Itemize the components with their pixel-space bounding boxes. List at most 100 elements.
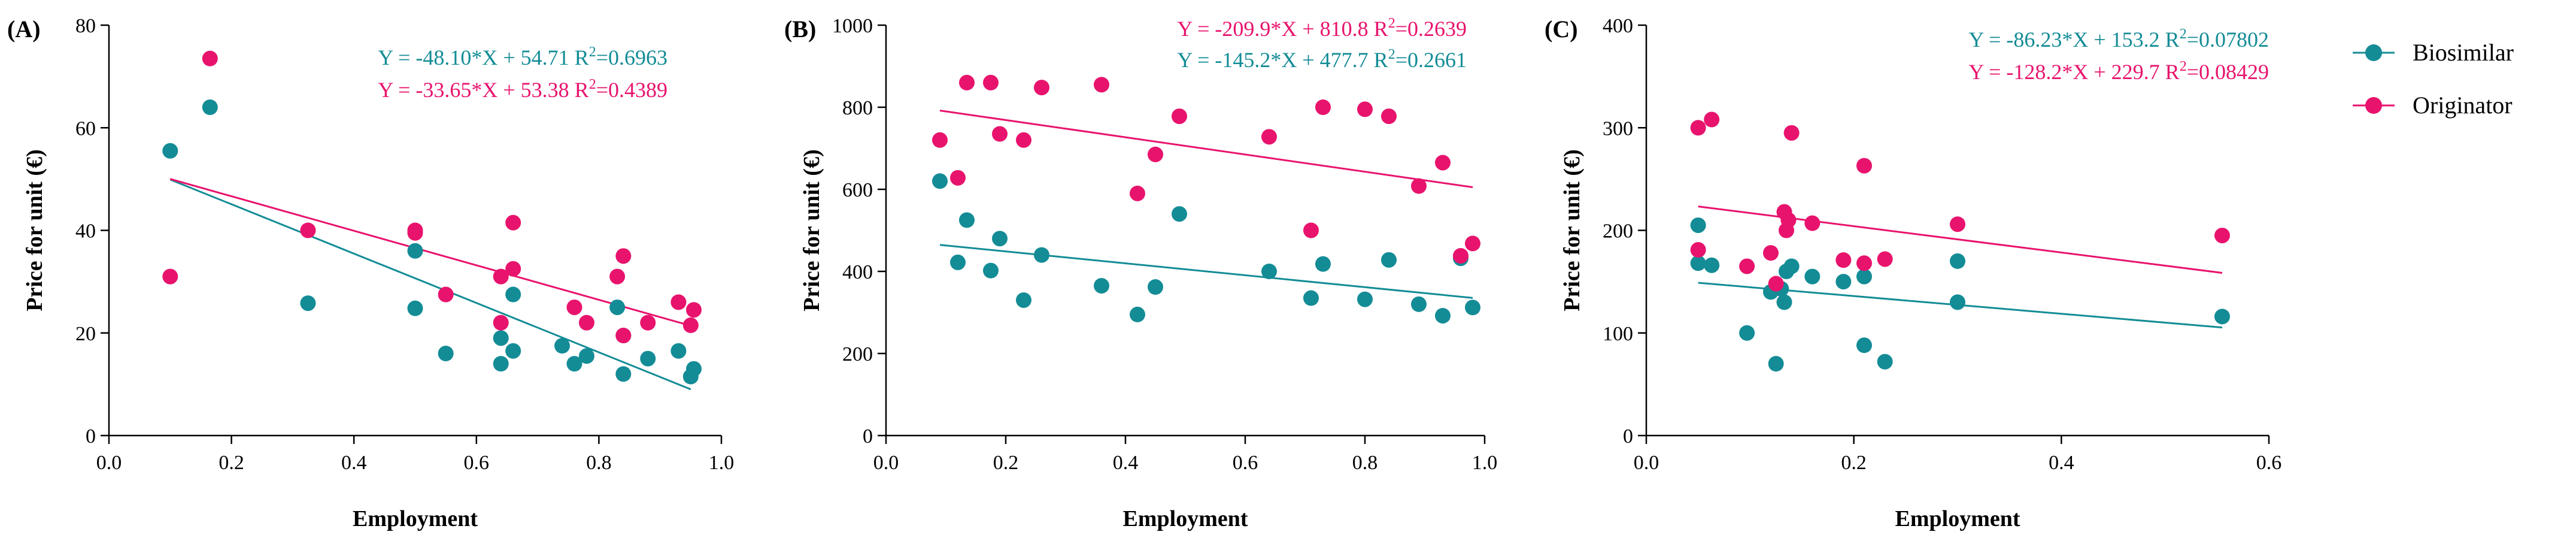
legend-label: Biosimilar [2413,39,2514,66]
data-point-originator [1856,158,1872,174]
data-point-biosimilar [685,361,702,377]
data-point-biosimilar [932,173,948,189]
equation-fit: Y = -48.10*X + 54.71 R [378,46,588,69]
data-point-originator [1453,247,1468,264]
fit-line-originator [169,178,691,327]
data-point-biosimilar [1783,258,1800,274]
data-point-biosimilar [407,300,423,316]
regression-equation: Y = -86.23*X + 153.2 R2=0.07802 [1968,26,2269,52]
x-axis-title: Employment [1123,506,1248,531]
data-point-biosimilar [1357,291,1373,307]
y-tick-label: 400 [842,261,873,283]
legend-marker [2365,97,2382,114]
y-tick-label: 100 [1603,323,1633,345]
data-point-biosimilar [1130,306,1145,322]
equation-fit: Y = -145.2*X + 477.7 R [1177,48,1388,72]
data-point-biosimilar [1704,257,1720,273]
data-point-biosimilar [670,343,687,359]
data-point-biosimilar [1465,300,1480,316]
equation-fit: Y = -209.9*X + 810.8 R [1177,17,1388,41]
data-point-originator [983,74,999,90]
x-tick-label: 1.0 [709,452,735,474]
panel-label: (C) [1545,16,1578,43]
data-point-originator [493,268,509,285]
equation-r2-value: =0.2639 [1395,17,1467,41]
y-tick-label: 200 [1603,220,1633,243]
data-point-biosimilar [1411,296,1427,312]
data-point-originator [300,222,316,238]
data-point-biosimilar [950,254,966,270]
data-point-biosimilar [438,346,454,361]
x-axis-title: Employment [353,506,478,531]
data-point-originator [505,214,521,231]
data-point-originator [1835,252,1852,268]
data-point-originator [1690,120,1706,136]
data-point-originator [1411,178,1427,194]
data-point-biosimilar [1016,292,1031,308]
data-point-biosimilar [992,231,1008,247]
equation-r2-superscript: 2 [2180,26,2187,42]
data-point-biosimilar [493,330,509,346]
x-tick-label: 0.6 [1233,452,1258,474]
data-point-originator [407,222,423,238]
equation-r2-value: =0.08429 [2187,60,2269,84]
equation-r2-superscript: 2 [589,77,596,92]
data-point-biosimilar [983,262,999,279]
data-point-biosimilar [615,366,632,382]
data-point-originator [1261,129,1277,145]
y-tick-label: 400 [1603,15,1633,37]
regression-equation: Y = -48.10*X + 54.71 R2=0.6963 [378,44,667,69]
data-point-biosimilar [1950,253,1965,269]
regression-equation: Y = -128.2*X + 229.7 R2=0.08429 [1968,59,2269,84]
y-tick-label: 200 [842,343,873,365]
data-point-biosimilar [407,243,423,259]
data-point-originator [493,315,509,331]
x-tick-label: 0.2 [1841,452,1867,474]
data-point-biosimilar [202,99,218,115]
panel-label: (B) [784,16,816,43]
data-point-biosimilar [493,356,509,372]
x-tick-label: 1.0 [1472,452,1498,474]
data-point-originator [1172,108,1187,125]
data-point-originator [438,286,454,303]
x-tick-label: 0.4 [1113,452,1139,474]
equation-r2-superscript: 2 [2180,59,2187,74]
data-point-biosimilar [554,338,571,354]
x-tick-label: 0.4 [341,452,367,474]
data-point-originator [950,170,966,186]
data-point-biosimilar [1172,206,1187,222]
data-point-biosimilar [640,350,656,367]
y-axis-title: Price for unit (€) [1559,149,1585,312]
y-tick-label: 60 [75,117,96,140]
data-point-originator [1148,146,1163,162]
x-tick-label: 0.2 [993,452,1019,474]
data-point-biosimilar [1261,264,1277,279]
data-point-biosimilar [505,343,521,359]
data-point-originator [202,50,218,67]
y-tick-label: 1000 [832,15,873,37]
fit-line-biosimilar [169,179,691,391]
data-point-originator [1704,111,1720,128]
x-tick-label: 0.0 [1634,452,1659,474]
x-tick-label: 0.6 [464,452,490,474]
data-point-originator [1315,99,1331,115]
y-tick-label: 0 [1623,425,1633,448]
data-point-biosimilar [1856,268,1872,285]
data-point-originator [1094,77,1109,93]
equation-fit: Y = -128.2*X + 229.7 R [1968,60,2179,84]
data-point-biosimilar [959,212,975,228]
equation-fit: Y = -33.65*X + 53.38 R [378,78,588,102]
data-point-biosimilar [1877,353,1893,370]
data-point-originator [1303,222,1319,238]
y-tick-label: 0 [86,425,96,448]
x-tick-label: 0.0 [873,452,899,474]
x-axis-title: Employment [1895,506,2020,531]
equation-r2-value: =0.2661 [1395,48,1467,72]
y-tick-label: 300 [1603,117,1633,140]
data-point-originator [578,315,594,331]
data-point-biosimilar [162,143,178,159]
y-tick-label: 800 [842,97,873,119]
data-point-biosimilar [1690,217,1706,233]
legend-label: Originator [2413,92,2513,119]
